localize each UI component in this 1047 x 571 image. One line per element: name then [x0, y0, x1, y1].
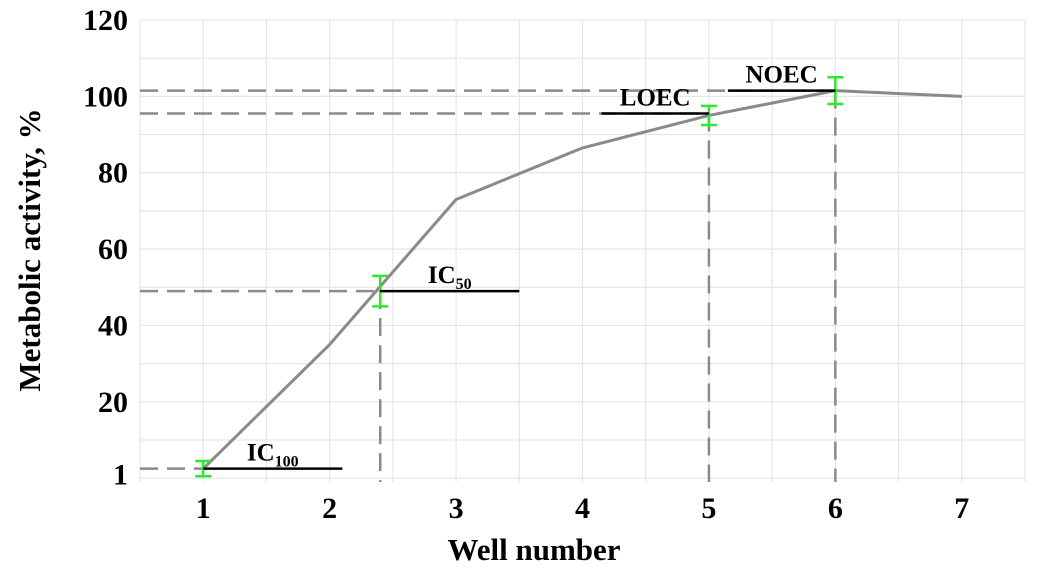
annotation-label: LOEC [620, 85, 691, 112]
x-tick-label: 2 [322, 492, 337, 525]
annotation: IC100 [203, 440, 343, 471]
y-tick-label: 100 [83, 80, 128, 113]
annotation-label: NOEC [746, 62, 818, 89]
x-tick-labels: 1 2 3 4 5 6 7 [196, 492, 970, 525]
x-tick-label: 5 [701, 492, 716, 525]
annotation-label: IC50 [428, 262, 472, 293]
error-bar [700, 104, 717, 127]
y-tick-label: 1 [113, 458, 128, 491]
y-tick-label: 60 [98, 233, 128, 266]
annotation: NOEC [727, 62, 836, 92]
annotations: IC100 IC50 LOEC NOEC [203, 62, 836, 471]
y-tick-label: 40 [98, 309, 128, 342]
x-tick-label: 7 [954, 492, 969, 525]
reference-lines [140, 89, 837, 482]
x-tick-label: 1 [196, 492, 211, 525]
x-tick-label: 3 [449, 492, 464, 525]
x-axis-title: Well number [447, 532, 620, 567]
y-axis-title: Metabolic activity, % [12, 108, 47, 391]
annotation: IC50 [380, 262, 520, 293]
y-tick-label: 20 [98, 386, 128, 419]
annotation: LOEC [601, 85, 709, 115]
x-tick-label: 6 [828, 492, 843, 525]
x-tick-label: 4 [575, 492, 590, 525]
y-tick-label: 120 [83, 4, 128, 37]
y-tick-label: 80 [98, 157, 128, 190]
